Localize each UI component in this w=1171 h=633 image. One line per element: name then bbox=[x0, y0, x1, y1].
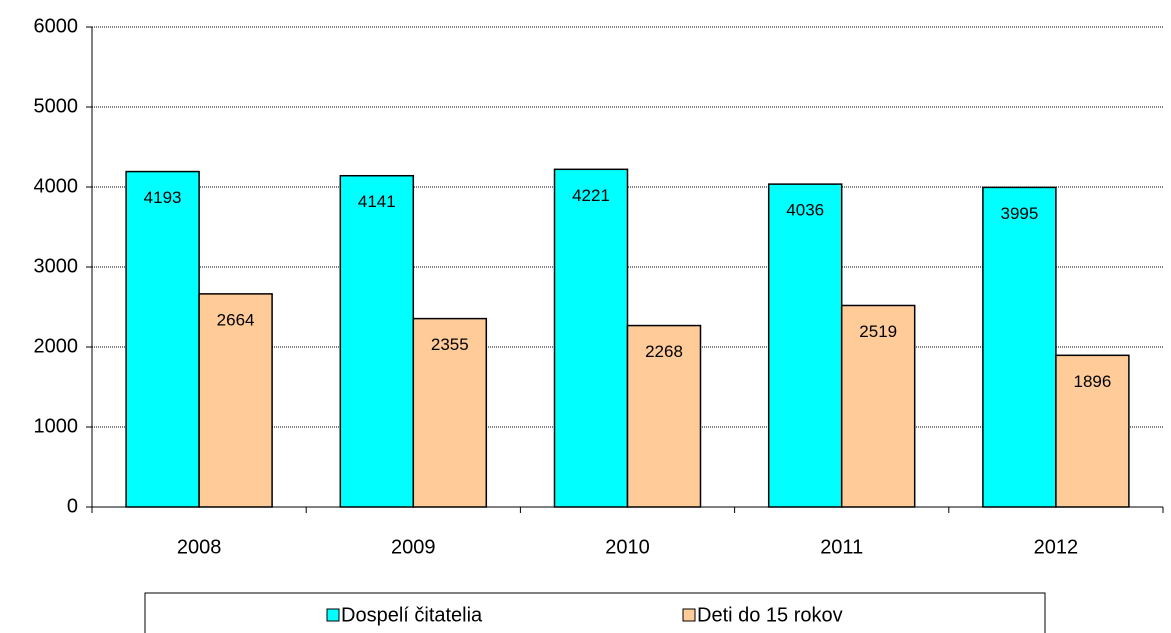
bar bbox=[767, 183, 843, 508]
bar bbox=[840, 304, 916, 508]
y-tick-label: 0 bbox=[67, 495, 78, 517]
data-label: 2519 bbox=[859, 322, 897, 341]
legend-label: Deti do 15 rokov bbox=[697, 604, 843, 626]
legend-box bbox=[144, 592, 1046, 633]
data-label: 2355 bbox=[431, 335, 469, 354]
bar bbox=[412, 317, 488, 508]
x-tick-label: 2012 bbox=[1034, 536, 1079, 558]
data-label: 2664 bbox=[217, 310, 255, 329]
x-tick-label: 2010 bbox=[605, 536, 650, 558]
x-tick-label: 2009 bbox=[391, 536, 436, 558]
bar bbox=[125, 170, 200, 508]
y-tick-label: 6000 bbox=[34, 15, 79, 37]
bar bbox=[982, 186, 1057, 508]
x-tick-label: 2008 bbox=[177, 536, 222, 558]
y-tick-label: 2000 bbox=[34, 335, 79, 357]
y-tick-label: 4000 bbox=[34, 175, 79, 197]
data-label: 4221 bbox=[572, 186, 610, 205]
bar bbox=[626, 324, 702, 508]
y-tick-label: 1000 bbox=[34, 415, 79, 437]
legend-swatch bbox=[326, 608, 340, 622]
legend-swatch bbox=[682, 608, 696, 622]
x-tick-label: 2011 bbox=[820, 536, 863, 558]
bar bbox=[198, 293, 273, 508]
data-label: 3995 bbox=[1000, 204, 1038, 223]
data-label: 4141 bbox=[358, 192, 396, 211]
data-label: 1896 bbox=[1073, 372, 1111, 391]
legend-label: Dospelí čitatelia bbox=[341, 604, 483, 626]
bar bbox=[339, 174, 415, 508]
bar bbox=[553, 168, 629, 508]
y-tick-label: 5000 bbox=[34, 95, 79, 117]
y-tick-label: 3000 bbox=[34, 255, 79, 277]
data-label: 4036 bbox=[786, 201, 824, 220]
bar bbox=[1055, 354, 1130, 508]
data-label: 4193 bbox=[144, 188, 182, 207]
data-label: 2268 bbox=[645, 342, 683, 361]
